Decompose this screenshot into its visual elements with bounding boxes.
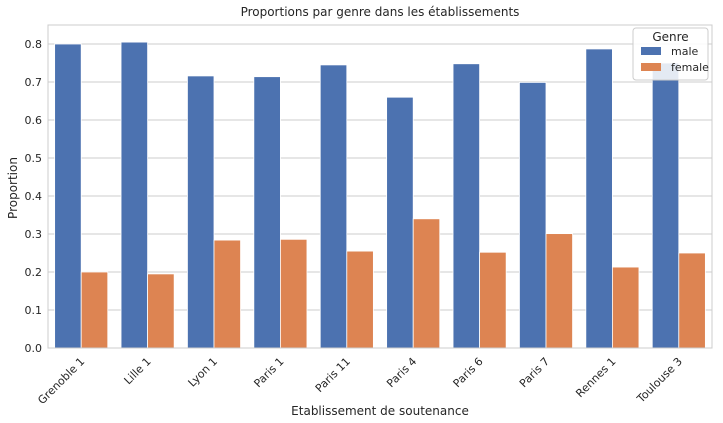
bar-male bbox=[585, 48, 613, 349]
bar-female bbox=[678, 252, 706, 349]
y-tick-label: 0.7 bbox=[25, 76, 43, 89]
y-axis-label: Proportion bbox=[6, 157, 20, 219]
x-tick-label: Paris 7 bbox=[517, 355, 552, 390]
x-axis-ticks: Grenoble 1 Lille 1 Lyon 1 Paris 1 Paris 11 Pa… bbox=[35, 355, 685, 407]
y-axis-ticks: 0.0 0.1 0.2 0.3 0.4 0.5 0.6 0.7 0.8 bbox=[25, 38, 43, 355]
legend-title: Genre bbox=[652, 30, 688, 44]
bar-male bbox=[651, 62, 680, 349]
x-tick-label: Paris 4 bbox=[384, 355, 419, 390]
bar-male bbox=[519, 81, 547, 349]
bar-male bbox=[120, 41, 149, 349]
y-tick-label: 0.5 bbox=[25, 152, 43, 165]
x-tick-label: Rennes 1 bbox=[573, 355, 618, 400]
bar-female bbox=[612, 266, 640, 349]
bar-male bbox=[54, 43, 82, 349]
legend-swatch-male bbox=[641, 47, 661, 55]
bar-male bbox=[319, 64, 348, 349]
bar-female bbox=[80, 271, 109, 349]
bar-male bbox=[452, 63, 481, 349]
bar-male bbox=[187, 75, 215, 349]
bar-female bbox=[545, 233, 573, 349]
bar-female bbox=[213, 239, 241, 349]
y-tick-label: 0.2 bbox=[25, 266, 43, 279]
x-tick-label: Lyon 1 bbox=[186, 355, 221, 390]
legend-entry-male: male bbox=[671, 45, 699, 58]
bar-female bbox=[147, 273, 175, 349]
y-tick-label: 0.8 bbox=[25, 38, 43, 51]
bar-female bbox=[279, 238, 308, 349]
x-tick-label: Grenoble 1 bbox=[35, 355, 87, 407]
y-tick-label: 0.6 bbox=[25, 114, 43, 127]
y-tick-label: 0.0 bbox=[25, 342, 43, 355]
chart-title: Proportions par genre dans les établisse… bbox=[241, 5, 520, 19]
bar-male bbox=[386, 96, 414, 349]
bar-female bbox=[479, 251, 507, 349]
bar-male bbox=[253, 76, 281, 349]
y-tick-label: 0.3 bbox=[25, 228, 43, 241]
bar-female bbox=[412, 218, 441, 349]
x-axis-label: Etablissement de soutenance bbox=[291, 404, 469, 418]
legend-entry-female: female bbox=[671, 61, 709, 74]
x-tick-label: Paris 11 bbox=[313, 355, 353, 395]
x-tick-label: Paris 1 bbox=[251, 355, 286, 390]
x-tick-label: Paris 6 bbox=[451, 355, 486, 390]
legend-swatch-female bbox=[641, 63, 661, 71]
x-tick-label: Toulouse 3 bbox=[634, 355, 685, 406]
bars bbox=[54, 41, 706, 349]
bar-female bbox=[346, 250, 374, 349]
plot-area bbox=[47, 24, 713, 349]
y-tick-label: 0.1 bbox=[25, 304, 43, 317]
y-tick-label: 0.4 bbox=[25, 190, 43, 203]
x-tick-label: Lille 1 bbox=[122, 355, 154, 387]
